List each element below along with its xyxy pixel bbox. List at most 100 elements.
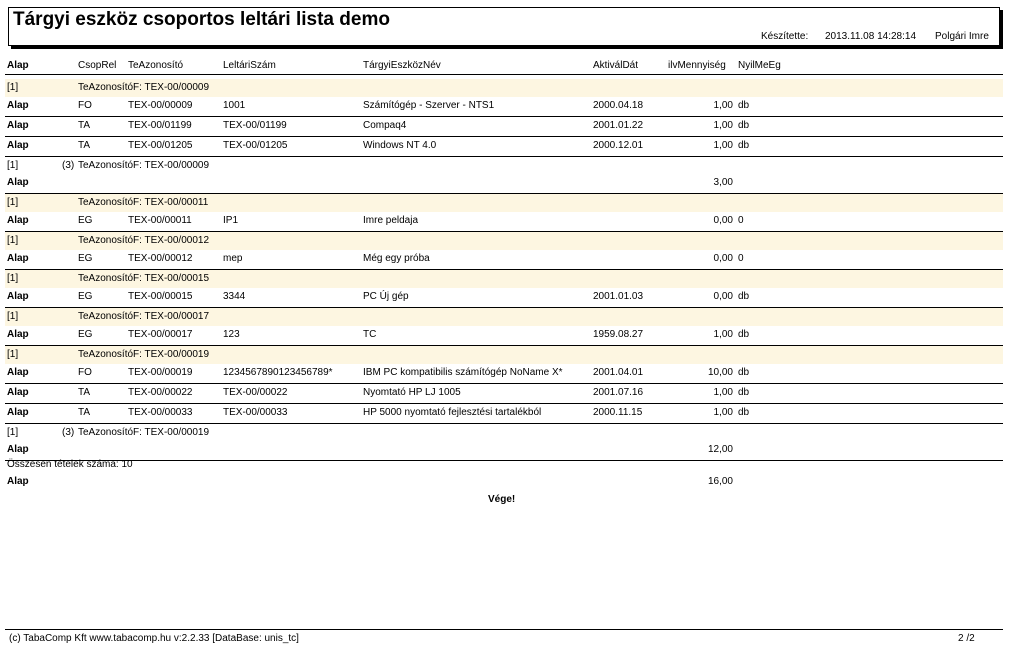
cell-alap: Alap — [7, 215, 29, 226]
cell-alap: Alap — [7, 120, 29, 131]
row-divider — [5, 423, 1003, 424]
cell-alap: Alap — [7, 100, 29, 111]
subtotal-value-row: Alap 12,00 — [5, 441, 1003, 459]
cell-teazonosito: TEX-00/00019 — [128, 367, 193, 378]
subtotal-alap: Alap — [7, 177, 29, 188]
group-header-row: [1] TeAzonosítóF: TEX-00/00015 — [5, 270, 1003, 288]
footer-copyright: (c) TabaComp Kft www.tabacomp.hu v:2.2.3… — [9, 633, 299, 644]
subtotal-key: TeAzonosítóF: TEX-00/00019 — [78, 427, 210, 438]
group-key: TeAzonosítóF: TEX-00/00019 — [78, 349, 210, 360]
col-header-alap: Alap — [7, 60, 29, 71]
table-row: Alap EG TEX-00/00017 123 TC 1959.08.27 1,00 db — [5, 326, 1003, 344]
cell-teazonosito: TEX-00/01199 — [128, 120, 192, 131]
made-by-label: Készítette: — [761, 31, 809, 42]
cell-leltariszam: 123 — [223, 329, 240, 340]
cell-alap: Alap — [7, 140, 29, 151]
cell-nev: Imre peldaja — [363, 215, 419, 226]
cell-aktivaldat: 2000.04.18 — [593, 100, 644, 111]
cell-leltariszam: TEX-00/00022 — [223, 387, 288, 398]
cell-nev: PC Új gép — [363, 291, 409, 302]
cell-nev: HP 5000 nyomtató fejlesztési tartalékból — [363, 407, 542, 418]
end-label: Vége! — [488, 494, 516, 505]
cell-leltariszam: TEX-00/01199 — [223, 120, 287, 131]
report-datetime: 2013.11.08 14:28:14 — [825, 31, 917, 42]
subtotal-level: [1] — [7, 160, 19, 171]
subtotal-count: (3) — [62, 160, 75, 171]
group-header-row: [1] TeAzonosítóF: TEX-00/00019 — [5, 346, 1003, 364]
group-level: [1] — [7, 349, 19, 360]
cell-alap: Alap — [7, 253, 29, 264]
group-header-row: [1] TeAzonosítóF: TEX-00/00012 — [5, 232, 1003, 250]
subtotal-value-row: Alap 3,00 — [5, 174, 1003, 192]
cell-mennyisegi-egyseg: db — [738, 100, 750, 111]
cell-mennyisegi-egyseg: db — [738, 329, 750, 340]
cell-nev: Compaq4 — [363, 120, 407, 131]
cell-mennyisegi-egyseg: db — [738, 120, 750, 131]
cell-csoprel: EG — [78, 253, 93, 264]
cell-csoprel: TA — [78, 407, 91, 418]
cell-teazonosito: TEX-00/00017 — [128, 329, 193, 340]
group-header-row: [1] TeAzonosítóF: TEX-00/00011 — [5, 194, 1003, 212]
subtotal-alap: Alap — [7, 444, 29, 455]
cell-nev: Még egy próba — [363, 253, 430, 264]
cell-nev: TC — [363, 329, 377, 340]
subtotal-level: [1] — [7, 427, 19, 438]
group-key: TeAzonosítóF: TEX-00/00009 — [78, 82, 210, 93]
cell-mennyiseg: 0,00 — [713, 253, 733, 264]
row-divider — [5, 269, 1003, 270]
group-key: TeAzonosítóF: TEX-00/00015 — [78, 273, 210, 284]
subtotal-divider — [5, 460, 1003, 461]
col-header-mennyisegi-egyseg: NyilMeEg — [738, 60, 781, 71]
subtotal-label-row: [1] (3) TeAzonosítóF: TEX-00/00009 — [5, 157, 1003, 175]
cell-mennyiseg: 10,00 — [707, 367, 733, 378]
group-level: [1] — [7, 197, 19, 208]
cell-mennyiseg: 1,00 — [713, 329, 733, 340]
cell-mennyiseg: 0,00 — [713, 215, 733, 226]
table-row: Alap TA TEX-00/00033 TEX-00/00033 HP 5000 ny… — [5, 404, 1003, 422]
cell-aktivaldat: 2001.07.16 — [593, 387, 644, 398]
row-divider — [5, 231, 1003, 232]
cell-mennyisegi-egyseg: db — [738, 407, 750, 418]
cell-leltariszam: TEX-00/00033 — [223, 407, 288, 418]
cell-alap: Alap — [7, 387, 29, 398]
cell-teazonosito: TEX-00/00033 — [128, 407, 193, 418]
cell-nev: Számítógép - Szerver - NTS1 — [363, 100, 495, 111]
subtotal-sum: 3,00 — [713, 177, 733, 188]
table-row: Alap TA TEX-00/01205 TEX-00/01205 Windows NT… — [5, 137, 1003, 155]
cell-nev: Windows NT 4.0 — [363, 140, 437, 151]
row-divider — [5, 345, 1003, 346]
table-row: Alap FO TEX-00/00009 1001 Számítógép - Szerv… — [5, 97, 1003, 115]
cell-mennyisegi-egyseg: db — [738, 140, 750, 151]
cell-mennyiseg: 1,00 — [713, 387, 733, 398]
table-row: Alap EG TEX-00/00012 mep Még egy próba 0,00 0 — [5, 250, 1003, 268]
header-divider — [5, 74, 1003, 75]
total-sum: 16,00 — [707, 476, 733, 487]
group-key: TeAzonosítóF: TEX-00/00017 — [78, 311, 210, 322]
subtotal-key: TeAzonosítóF: TEX-00/00009 — [78, 160, 210, 171]
cell-nev: IBM PC kompatibilis számítógép NoName X* — [363, 367, 563, 378]
table-row: Alap TA TEX-00/00022 TEX-00/00022 Nyomtató H… — [5, 384, 1003, 402]
total-count: Összesen tételek száma: 10 — [7, 459, 133, 470]
cell-teazonosito: TEX-00/00009 — [128, 100, 193, 111]
cell-mennyisegi-egyseg: 0 — [738, 215, 744, 226]
cell-leltariszam: TEX-00/01205 — [223, 140, 288, 151]
col-header-aktivaldat: AktiválDát — [593, 60, 639, 71]
group-key: TeAzonosítóF: TEX-00/00011 — [78, 197, 209, 208]
cell-teazonosito: TEX-00/00012 — [128, 253, 193, 264]
total-alap-label: Alap — [7, 476, 29, 487]
cell-csoprel: TA — [78, 140, 91, 151]
cell-mennyiseg: 1,00 — [713, 100, 733, 111]
cell-mennyiseg: 0,00 — [713, 291, 733, 302]
table-row: Alap EG TEX-00/00011 IP1 Imre peldaja 0,00 0 — [5, 212, 1003, 230]
cell-aktivaldat: 2001.04.01 — [593, 367, 644, 378]
group-level: [1] — [7, 273, 19, 284]
cell-csoprel: EG — [78, 215, 93, 226]
group-header-row: [1] TeAzonosítóF: TEX-00/00009 — [5, 79, 1003, 97]
cell-leltariszam: mep — [223, 253, 243, 264]
cell-csoprel: EG — [78, 291, 93, 302]
subtotal-divider — [5, 193, 1003, 194]
cell-teazonosito: TEX-00/00011 — [128, 215, 192, 226]
cell-mennyiseg: 1,00 — [713, 120, 733, 131]
cell-aktivaldat: 2000.11.15 — [593, 407, 643, 418]
cell-alap: Alap — [7, 291, 29, 302]
